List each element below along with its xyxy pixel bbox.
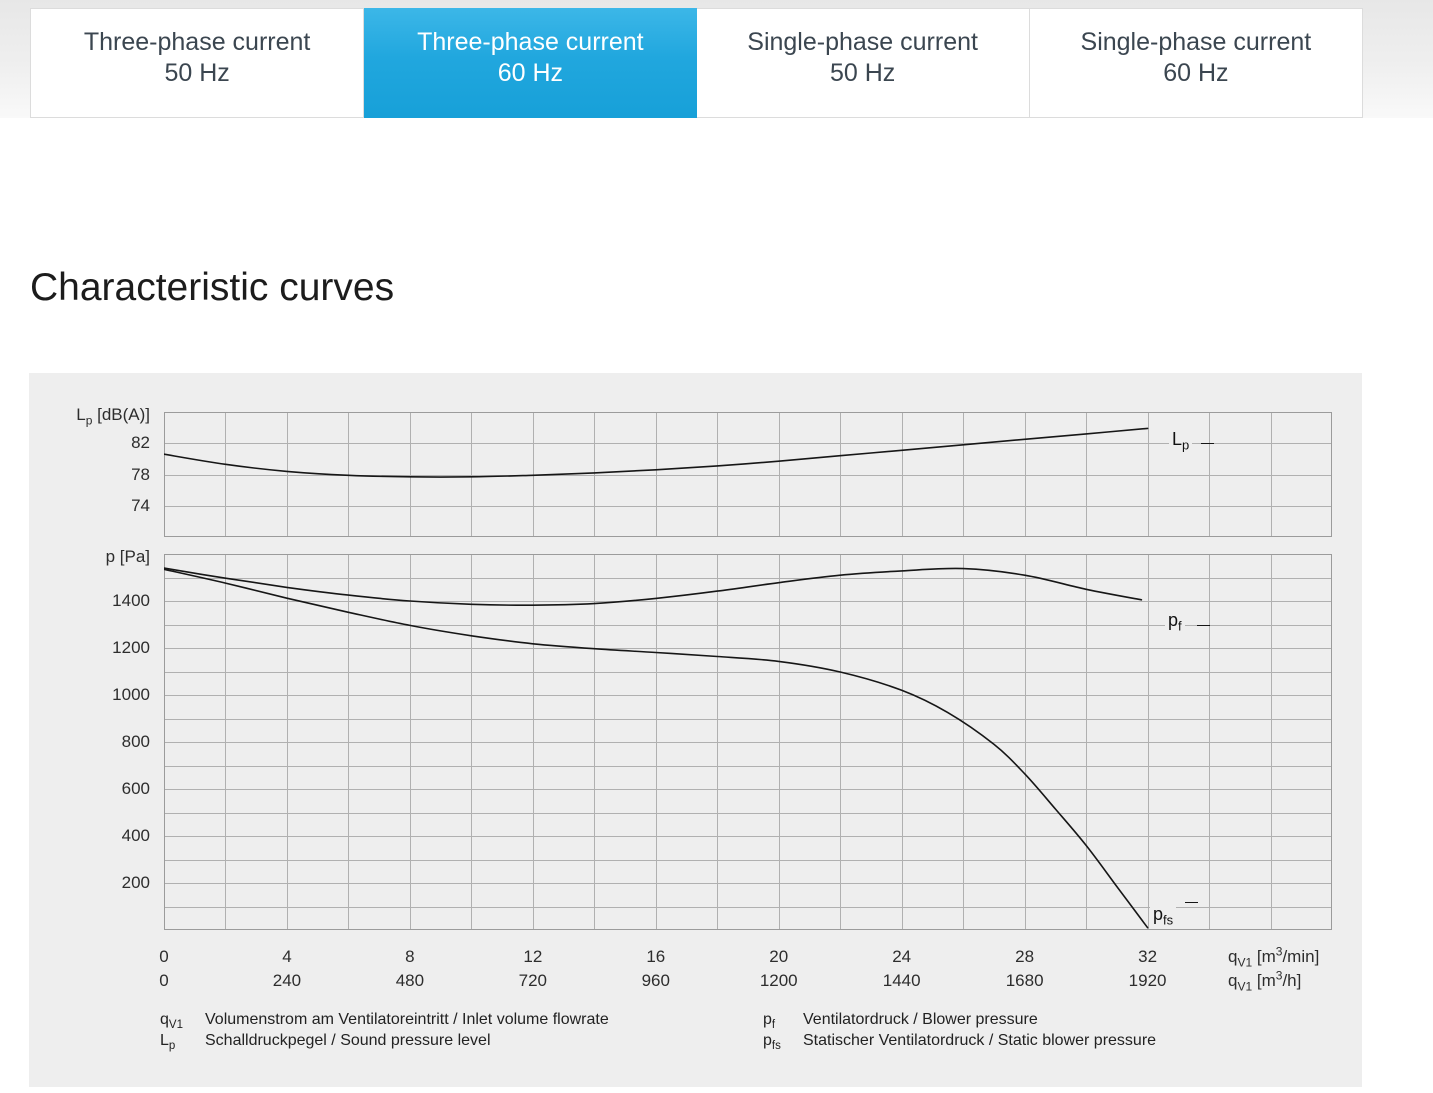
y-axis-label-sound: Lp [dB(A)] [76,405,150,428]
x-tick-label-m3h: 1200 [759,971,798,990]
y-tick-label: 1400 [112,591,150,610]
x-tick-label-m3h: 960 [641,971,670,990]
y-tick-label: 400 [121,826,150,845]
x-tick-label-m3h: 1920 [1128,971,1167,990]
tab-single-phase-50hz[interactable]: Single-phase current 50 Hz [696,8,1030,118]
x-tick-label-m3min: 16 [646,947,666,966]
tab-label-line1: Single-phase current [1080,28,1312,56]
x-tick-label-m3min: 24 [892,947,912,966]
tab-label-line1: Single-phase current [747,28,978,56]
curve-pf [164,567,1143,607]
y-tick-label: 1200 [112,638,150,657]
x-tick-label-m3min: 8 [405,947,415,966]
tab-label-line1: Three-phase current [83,28,311,56]
y-tick-label: 600 [121,779,150,798]
tab-label-line1: Three-phase current [417,28,644,56]
legend-symbol-lp: Lp [160,1032,176,1053]
x-tick-label-m3min: 20 [769,947,789,966]
tab-label-line2: 60 Hz [1163,59,1229,87]
x-tick-label-m3h: 0 [159,971,169,990]
x-tick-label-m3min: 0 [159,947,169,966]
tab-three-phase-60hz[interactable]: Three-phase current 60 Hz [364,8,697,118]
curve-label-lp-dash [1201,443,1214,444]
y-tick-label: 82 [131,433,150,453]
curve-label-pf: pf [1165,609,1185,633]
tab-single-phase-60hz[interactable]: Single-phase current 60 Hz [1029,8,1363,118]
tab-bar: Three-phase current 50 Hz Three-phase cu… [30,8,1363,118]
x-tick-label-m3h: 720 [518,971,548,990]
plot-border [164,554,1332,930]
curve-label-pf-dash [1197,625,1210,626]
x-axis-unit-m3min: qV1 [m3/min] [1228,944,1320,970]
legend-text-pf: Ventilatordruck / Blower pressure [803,1011,1038,1028]
legend-symbol-pf: pf [763,1011,776,1032]
x-tick-label-m3min: 12 [523,947,543,966]
legend-text-lp: Schalldruckpegel / Sound pressure level [205,1032,491,1049]
plot-border [164,412,1332,537]
y-tick-label: 74 [131,495,150,515]
curve-label-pfs-dash [1185,902,1198,903]
page-title: Characteristic curves [30,266,395,309]
legend-symbol-qv1: qV1 [160,1011,183,1032]
x-tick-label-m3h: 1440 [882,971,921,990]
y-tick-label: 200 [121,873,150,892]
curve-pfs [164,568,1149,929]
x-tick-label-m3h: 1680 [1005,971,1044,990]
x-tick-label-m3min: 4 [282,947,292,966]
curve-label-pfs: pfs [1150,903,1177,927]
x-axis-unit-m3h: qV1 [m3/h] [1228,968,1302,994]
curve-lp [164,427,1149,478]
y-tick-label: 78 [131,464,150,484]
curve-label-lp: Lp [1169,428,1193,452]
tab-label-line2: 50 Hz [829,59,896,87]
tab-label-line2: 50 Hz [164,59,230,87]
tab-label-line2: 60 Hz [497,59,564,87]
legend-text-pfs: Statischer Ventilatordruck / Static blow… [803,1032,1157,1049]
tab-three-phase-50hz[interactable]: Three-phase current 50 Hz [30,8,365,118]
chart-panel: Lp [dB(A)] p [Pa] 0 4 8 12 16 20 24 28 32 0 240 480… [29,373,1362,1087]
y-tick-label: 1000 [112,685,150,704]
legend-symbol-pfs: pfs [763,1032,781,1053]
x-tick-label-m3h: 240 [272,971,302,990]
x-tick-label-m3min: 28 [1015,947,1035,966]
legend-text-qv1: Volumenstrom am Ventilatoreintritt / Inl… [205,1011,609,1028]
x-tick-label-m3h: 480 [395,971,425,990]
y-axis-label-pressure: p [Pa] [105,547,150,566]
y-tick-label: 800 [121,732,150,751]
x-tick-label-m3min: 32 [1138,947,1158,966]
